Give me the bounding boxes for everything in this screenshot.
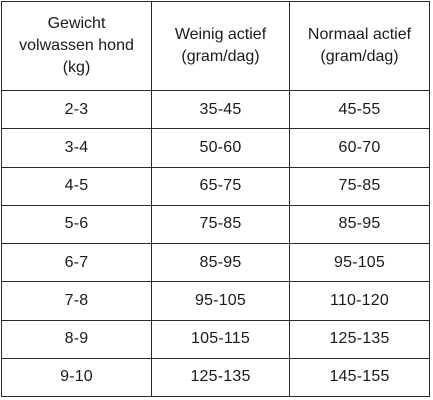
normal-activity-cell: 85-95 [289, 204, 430, 245]
low-activity-cell: 75-85 [151, 204, 290, 245]
table-row: 5-6 75-85 85-95 [1, 204, 430, 245]
header-weight-line: Gewicht [47, 15, 106, 32]
header-normal-activity-line: Normaal actief [307, 26, 412, 43]
table-row: 8-9 105-115 125-135 [1, 319, 430, 359]
weight-cell: 9-10 [1, 357, 152, 398]
header-low-activity-line: (gram/dag) [181, 48, 260, 65]
normal-activity-cell: 95-105 [289, 242, 430, 283]
header-weight-line: volwassen hond [19, 37, 134, 54]
table-row: 7-8 95-105 110-120 [1, 281, 430, 321]
table-row: 6-7 85-95 95-105 [1, 242, 430, 283]
table-row: 2-3 35-45 45-55 [1, 89, 430, 130]
weight-cell: 3-4 [1, 128, 152, 168]
weight-cell: 4-5 [1, 166, 152, 206]
normal-activity-cell: 75-85 [289, 166, 430, 206]
header-row: Gewicht volwassen hond (kg) Weinig actie… [1, 1, 430, 91]
table-row: 3-4 50-60 60-70 [1, 128, 430, 168]
header-weight-line: (kg) [62, 59, 91, 76]
low-activity-cell: 125-135 [151, 357, 290, 398]
normal-activity-cell: 45-55 [289, 89, 430, 130]
normal-activity-cell: 60-70 [289, 128, 430, 168]
header-normal-activity: Normaal actief (gram/dag) [289, 1, 430, 91]
weight-cell: 7-8 [1, 281, 152, 321]
low-activity-cell: 105-115 [151, 319, 290, 359]
header-weight: Gewicht volwassen hond (kg) [1, 1, 152, 91]
low-activity-cell: 95-105 [151, 281, 290, 321]
header-normal-activity-line: (gram/dag) [320, 48, 399, 65]
header-low-activity: Weinig actief (gram/dag) [151, 1, 290, 91]
normal-activity-cell: 125-135 [289, 319, 430, 359]
low-activity-cell: 50-60 [151, 128, 290, 168]
weight-cell: 6-7 [1, 242, 152, 283]
weight-cell: 5-6 [1, 204, 152, 245]
normal-activity-cell: 145-155 [289, 357, 430, 398]
low-activity-cell: 35-45 [151, 89, 290, 130]
low-activity-cell: 85-95 [151, 242, 290, 283]
weight-cell: 2-3 [1, 89, 152, 130]
low-activity-cell: 65-75 [151, 166, 290, 206]
weight-cell: 8-9 [1, 319, 152, 359]
table-row: 9-10 125-135 145-155 [1, 357, 430, 398]
table-row: 4-5 65-75 75-85 [1, 166, 430, 206]
header-low-activity-line: Weinig actief [174, 26, 267, 43]
normal-activity-cell: 110-120 [289, 281, 430, 321]
